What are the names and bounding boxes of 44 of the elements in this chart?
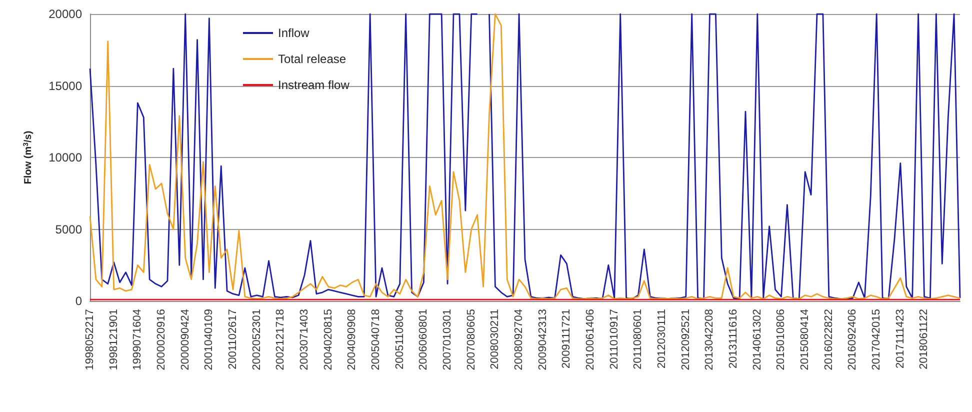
legend-label: Instream flow <box>278 78 350 92</box>
x-tick-label: 2001102617 <box>227 309 240 370</box>
x-tick-label: 2008030211 <box>489 309 502 370</box>
x-tick-label: 2015080414 <box>799 309 812 370</box>
x-tick-label: 2017111423 <box>894 309 906 369</box>
x-tick-label: 2000090424 <box>179 309 192 370</box>
x-tick-label: 2002121718 <box>274 309 287 370</box>
x-tick-label: 2000020916 <box>156 309 168 370</box>
x-tick-label: 2018061122 <box>918 309 930 370</box>
legend-label: Inflow <box>278 26 310 40</box>
x-tick-label: 2013042208 <box>704 309 716 370</box>
x-tick-label: 2007080605 <box>465 309 478 370</box>
x-tick-label: 2002052301 <box>250 309 263 370</box>
x-tick-label: 2009042313 <box>536 309 549 370</box>
x-tick-label: 2006060801 <box>418 309 430 370</box>
y-tick-label: 10000 <box>48 150 82 164</box>
x-tick-label: 2013111616 <box>728 309 740 369</box>
x-tick-label: 2004020815 <box>322 309 334 370</box>
y-tick-label: 5000 <box>55 222 82 236</box>
x-tick-label: 2010061406 <box>584 309 597 370</box>
x-tick-label: 2008092704 <box>513 309 526 370</box>
x-tick-label: 1998052217 <box>84 309 96 370</box>
x-tick-label: 2015010806 <box>775 309 788 370</box>
x-tick-label: 2005110804 <box>394 309 406 370</box>
x-tick-label: 2011080601 <box>632 309 644 370</box>
x-tick-label: 2011010917 <box>608 309 620 370</box>
x-tick-label: 2012092521 <box>680 309 692 370</box>
x-tick-label: 2017042015 <box>870 309 883 370</box>
x-tick-label: 1998121901 <box>108 309 120 370</box>
x-tick-label: 2007010301 <box>442 309 454 370</box>
x-tick-label: 2012030111 <box>656 309 668 369</box>
x-tick-label: 2001040109 <box>203 309 216 370</box>
y-tick-label: 0 <box>75 294 82 308</box>
x-tick-label: 2004090908 <box>346 309 358 370</box>
legend-label: Total release <box>278 52 346 66</box>
y-tick-label: 15000 <box>48 78 82 93</box>
x-tick-label: 2016092406 <box>846 309 859 370</box>
y-tick-label: 20000 <box>48 7 82 21</box>
x-tick-label: 2016022822 <box>822 309 835 370</box>
x-tick-label: 2009111721 <box>560 309 573 369</box>
x-tick-label: 2014061302 <box>751 309 764 370</box>
x-tick-label: 2003071403 <box>298 309 311 370</box>
x-tick-label: 2005040718 <box>370 309 382 370</box>
x-tick-label: 1999071604 <box>132 309 144 370</box>
